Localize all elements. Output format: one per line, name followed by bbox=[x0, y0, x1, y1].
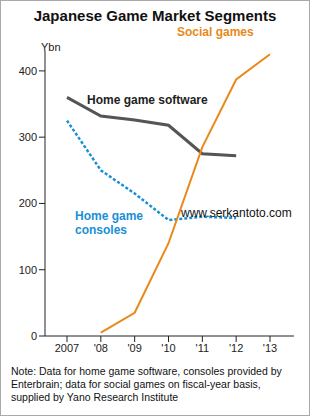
svg-text:100: 100 bbox=[19, 264, 37, 276]
svg-text:'09: '09 bbox=[127, 342, 141, 354]
svg-text:400: 400 bbox=[19, 65, 37, 77]
svg-text:'10: '10 bbox=[161, 342, 175, 354]
svg-text:'11: '11 bbox=[196, 342, 210, 354]
svg-text:0: 0 bbox=[31, 330, 37, 342]
html-text:Home game consoles: Home game consoles bbox=[75, 209, 143, 237]
svg-text:'08: '08 bbox=[94, 342, 108, 354]
html-text:Note: Data for home game softw: Note: Data for home game software, conso… bbox=[11, 365, 282, 403]
html-text:Home game software: Home game software bbox=[87, 93, 208, 107]
html-text:Social games: Social games bbox=[177, 25, 254, 39]
svg-text:'12: '12 bbox=[229, 342, 243, 354]
html-text:www.serkantoto.com: www.serkantoto.com bbox=[181, 206, 292, 220]
html-text:Ybn: Ybn bbox=[41, 41, 61, 53]
html-text:Japanese Game Market Segments: Japanese Game Market Segments bbox=[33, 7, 277, 24]
svg-text:300: 300 bbox=[19, 131, 37, 143]
svg-text:2007: 2007 bbox=[55, 342, 79, 354]
svg-text:200: 200 bbox=[19, 197, 37, 209]
svg-text:'13: '13 bbox=[263, 342, 277, 354]
